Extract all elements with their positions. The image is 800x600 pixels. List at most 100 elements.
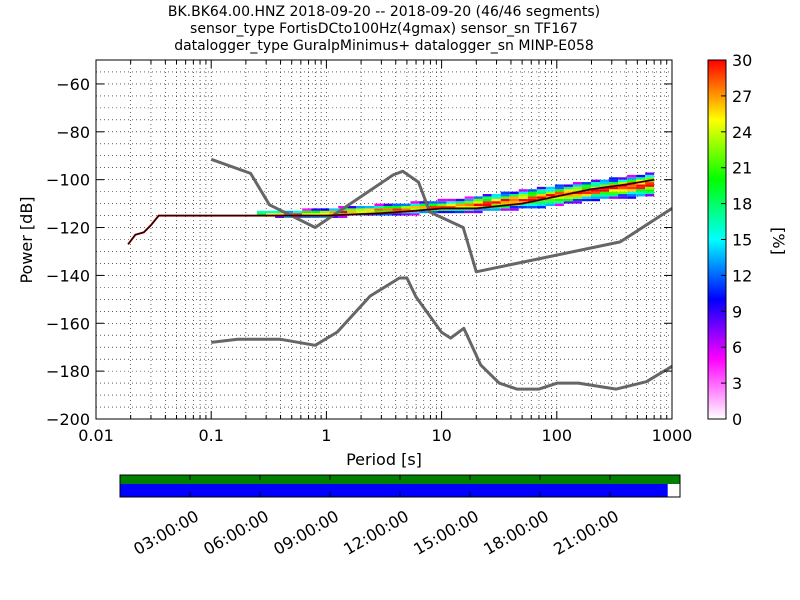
psd-cell [329,210,339,214]
psd-cell [428,201,438,204]
psd-cell [284,210,294,214]
psd-cell [563,201,573,204]
psd-cell [302,210,312,214]
psd-cell [383,203,393,206]
psd-cell [356,210,366,214]
psd-cell [545,191,555,195]
psd-cell [266,213,276,216]
psd-cell [347,205,357,209]
psd-cell [410,213,420,216]
psd-cell [509,208,519,211]
psd-cell [609,194,619,197]
psd-cell [627,196,637,199]
psd-cell [618,196,628,199]
plot-area [95,59,673,420]
psd-cell [419,205,429,209]
psd-cell [636,177,646,180]
psd-cell [600,184,610,187]
psd-cell [491,198,501,202]
psd-cell [500,191,510,195]
psd-cell [581,198,591,202]
psd-cell [482,201,492,204]
mode-line-core [127,179,655,245]
psd-cell [609,189,619,192]
psd-cell [473,201,483,204]
psd-cell [536,196,546,199]
psd-cell [473,203,483,206]
psd-cell [590,196,601,199]
psd-cell [437,205,447,209]
data-bar [120,484,668,497]
psd-cell [554,189,564,192]
y-tick-label: −100 [46,171,90,190]
psd-cell [527,194,537,197]
psd-cell [536,186,546,190]
psd-cell [491,208,501,211]
psd-cell [545,201,555,204]
x-axis-label: Period [s] [346,450,422,469]
psd-cell [527,191,537,195]
noise-model-low [211,276,673,391]
psd-cell [473,205,483,209]
psd-cell [545,203,555,206]
psd-cell [636,182,646,185]
psd-cell [581,196,591,199]
psd-cell [527,198,537,202]
psd-cell [645,189,655,192]
psd-cell [302,208,312,211]
psd-cell [500,196,510,199]
psd-cell [437,210,447,214]
psd-cell [356,208,366,211]
psd-cell [554,184,564,187]
psd-cell [293,213,303,216]
psd-cell [482,194,492,197]
psd-cell [600,182,610,185]
psd-cell [618,182,628,185]
psd-cell [600,191,610,195]
psd-cell [618,177,628,180]
psd-cell [275,210,285,214]
psd-cell [473,198,483,202]
psd-cell [347,208,357,211]
psd-cell [410,208,420,211]
psd-cell [509,205,519,209]
y-axis-label: Power [dB] [17,196,36,283]
psd-cell [491,203,501,206]
psd-cell [618,186,628,190]
psd-cell [536,201,546,204]
psd-cell [563,184,573,187]
psd-cell [500,208,510,211]
psd-cell [455,205,465,209]
psd-cell [563,196,573,199]
psd-cell [645,194,655,197]
psd-cell [518,203,528,206]
psd-cell [645,177,655,180]
timeline-tick-label: 06:00:00 [200,506,272,558]
x-tick-label: 10 [431,426,451,445]
psd-cell [527,189,537,192]
plot-frame [95,59,673,420]
psd-cell [590,179,601,183]
psd-cell [618,179,628,183]
psd-cell [293,215,303,218]
y-tick-label: −120 [46,219,90,238]
psd-cell [473,210,483,214]
noise-model-high [210,157,673,274]
psd-cell [446,210,456,214]
psd-cell [545,186,555,190]
timeline-tick-label: 21:00:00 [550,506,622,558]
psd-cell [581,194,591,197]
psd-cell [455,203,465,206]
psd-cell [392,203,402,206]
y-tick-label: −180 [46,362,90,381]
psd-cell [572,194,582,197]
psd-cell [293,210,303,214]
y-tick-label: −200 [46,410,90,429]
y-tick-label: −140 [46,266,90,285]
psd-cell [509,194,519,197]
title-line: datalogger_type GuralpMinimus+ datalogge… [174,38,594,54]
psd-cell [401,213,411,216]
psd-cell [401,203,411,206]
psd-cell [590,194,601,197]
